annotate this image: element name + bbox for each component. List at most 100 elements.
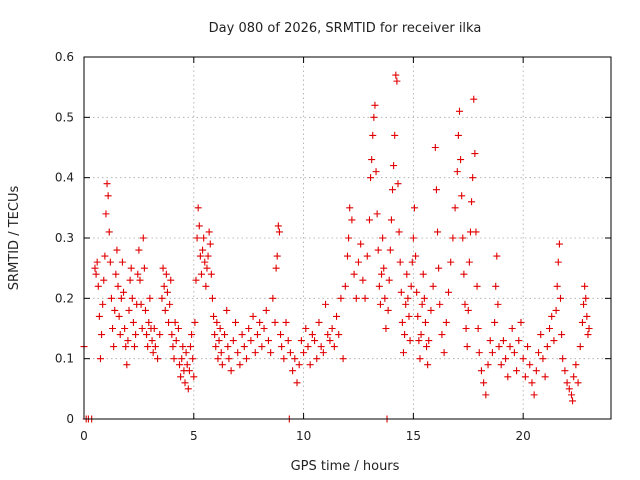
scatter-series	[80, 71, 593, 423]
data-point	[150, 325, 158, 332]
data-point	[508, 325, 516, 332]
data-point	[206, 240, 214, 248]
data-point	[390, 162, 398, 170]
data-point	[563, 379, 571, 387]
x-tick-label: 5	[190, 429, 198, 443]
data-point	[106, 258, 114, 266]
data-point	[570, 373, 578, 381]
data-point	[569, 397, 577, 405]
data-point	[421, 318, 429, 326]
data-point	[389, 186, 397, 194]
data-point	[275, 228, 283, 236]
data-point	[454, 131, 462, 139]
data-point	[346, 204, 354, 212]
data-point	[558, 331, 566, 339]
data-point	[464, 306, 472, 314]
data-point	[115, 312, 123, 320]
data-point	[359, 276, 367, 284]
data-point	[131, 343, 139, 351]
data-point	[139, 234, 147, 242]
data-point	[317, 343, 325, 351]
data-point	[127, 264, 135, 272]
data-point	[561, 367, 569, 375]
data-point	[183, 361, 191, 369]
data-point	[539, 355, 547, 363]
data-point	[451, 204, 459, 212]
data-point	[365, 216, 373, 224]
data-point	[480, 379, 488, 387]
y-tick-label: 0.4	[55, 171, 74, 185]
data-point	[242, 355, 250, 363]
data-point	[132, 331, 140, 339]
data-point	[174, 325, 182, 332]
data-point	[94, 282, 102, 290]
data-point	[502, 355, 510, 363]
data-point	[221, 331, 229, 339]
data-point	[125, 306, 133, 314]
data-point	[186, 343, 194, 351]
data-point	[118, 258, 126, 266]
data-point	[322, 300, 330, 308]
data-point	[154, 355, 162, 363]
data-point	[414, 312, 422, 320]
data-point	[370, 113, 378, 121]
data-point	[420, 294, 428, 302]
data-point	[394, 180, 402, 188]
data-point	[192, 276, 200, 284]
data-point	[260, 325, 268, 332]
data-point	[295, 361, 303, 369]
data-point	[146, 294, 154, 302]
data-point	[190, 373, 198, 381]
data-point	[324, 331, 332, 339]
data-point	[203, 264, 211, 272]
chart-title: Day 080 of 2026, SRMTID for receiver ilk…	[209, 21, 482, 36]
data-point	[519, 355, 527, 363]
x-tick-label: 20	[516, 429, 531, 443]
data-point	[413, 288, 421, 296]
data-point	[492, 282, 500, 290]
data-point	[98, 331, 106, 339]
data-point	[401, 331, 409, 339]
data-point	[345, 234, 353, 242]
data-point	[494, 300, 502, 308]
data-point	[374, 246, 382, 254]
data-point	[282, 318, 290, 326]
data-point	[172, 337, 180, 345]
data-point	[163, 288, 171, 296]
data-point	[352, 294, 360, 302]
data-point	[313, 355, 321, 363]
data-point	[123, 361, 131, 369]
data-point	[357, 240, 365, 248]
data-point	[128, 294, 136, 302]
data-point	[188, 331, 196, 339]
data-point	[399, 349, 407, 357]
data-point	[135, 246, 143, 254]
data-point	[432, 186, 440, 194]
data-point	[436, 300, 444, 308]
data-point	[249, 312, 257, 320]
data-point	[171, 318, 179, 326]
data-point	[337, 294, 345, 302]
data-point	[289, 367, 297, 375]
data-point	[333, 312, 341, 320]
data-point	[582, 294, 590, 302]
data-point	[548, 312, 556, 320]
data-point	[151, 343, 159, 351]
data-point	[185, 367, 193, 375]
data-point	[440, 349, 448, 357]
data-point	[457, 156, 465, 164]
data-point	[416, 355, 424, 363]
data-point	[576, 343, 584, 351]
data-point	[373, 210, 381, 218]
data-point	[274, 222, 282, 230]
data-point	[297, 337, 305, 345]
data-point	[386, 246, 394, 254]
data-point	[381, 294, 389, 302]
data-point	[240, 343, 248, 351]
data-point	[402, 300, 410, 308]
data-point	[535, 349, 543, 357]
data-point	[458, 192, 466, 200]
data-point	[208, 294, 216, 302]
data-point	[207, 270, 215, 278]
data-point	[477, 367, 485, 375]
